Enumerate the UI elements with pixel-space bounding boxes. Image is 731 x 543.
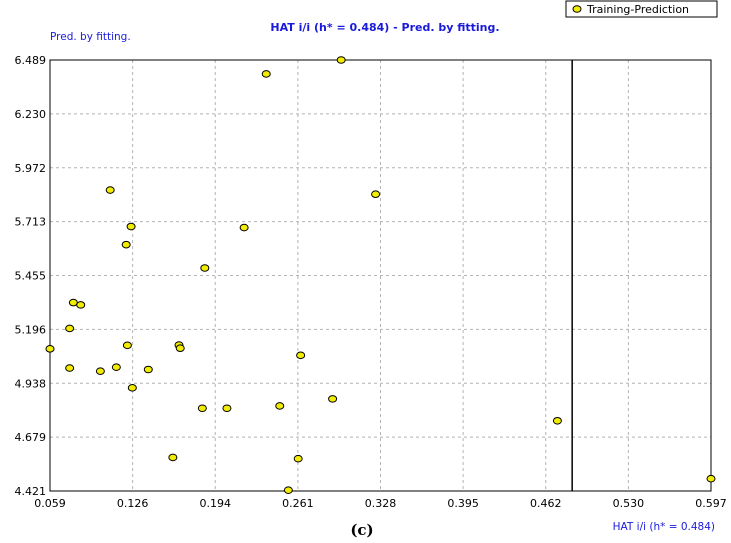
data-point (68, 298, 78, 307)
figure-caption: (c) (350, 521, 373, 539)
data-point (222, 404, 232, 413)
data-point (336, 56, 346, 64)
x-tick-labels: 0.059 0.126 0.194 0.261 0.328 0.395 0.462 0.530… (34, 497, 727, 510)
x-tick-label: 0.261 (282, 497, 314, 510)
data-point (127, 384, 137, 392)
x-tick-label: 0.328 (365, 497, 397, 510)
data-point (197, 404, 207, 413)
data-points (45, 56, 716, 494)
data-point (121, 240, 131, 249)
data-point (328, 395, 338, 403)
data-point (552, 416, 562, 425)
y-tick-label: 4.679 (15, 431, 47, 444)
data-point (95, 367, 105, 375)
y-tick-label: 5.196 (15, 323, 47, 336)
y-axis-label: Pred. by fitting. (50, 31, 131, 43)
y-tick-label: 4.421 (15, 485, 47, 498)
data-point (706, 474, 716, 483)
data-point (296, 351, 306, 360)
x-tick-label: 0.194 (200, 497, 232, 510)
y-tick-label: 6.230 (15, 108, 47, 121)
y-tick-label: 6.489 (15, 54, 47, 67)
data-point (122, 341, 132, 350)
x-tick-label: 0.597 (695, 497, 727, 510)
data-point (168, 453, 178, 462)
y-tick-labels: 4.421 4.679 4.938 5.196 5.455 5.713 5.972 6.230… (15, 54, 47, 498)
x-tick-label: 0.395 (447, 497, 479, 510)
y-tick-label: 5.972 (15, 162, 47, 175)
data-point (175, 344, 185, 353)
data-point (283, 486, 293, 494)
legend-marker (572, 5, 582, 13)
data-point (200, 264, 210, 272)
data-point (65, 364, 75, 372)
data-point (261, 70, 271, 78)
legend-box (565, 0, 718, 18)
data-point (126, 222, 136, 231)
chart-title: HAT i/i (h* = 0.484) - Pred. by fitting. (270, 21, 499, 34)
x-tick-label: 0.462 (530, 497, 562, 510)
x-tick-label: 0.059 (34, 497, 66, 510)
y-tick-label: 5.713 (15, 216, 47, 229)
y-tick-label: 5.455 (15, 270, 47, 283)
data-point (65, 324, 75, 333)
x-axis-label: HAT i/i (h* = 0.484) (613, 521, 715, 533)
grid-lines (50, 60, 711, 491)
data-point (239, 223, 249, 232)
plot-area-frame (49, 59, 712, 492)
data-point (45, 345, 55, 353)
x-tick-label: 0.530 (613, 497, 645, 510)
data-point (371, 190, 381, 199)
y-tick-label: 4.938 (15, 377, 47, 390)
legend-label: Training-Prediction (586, 3, 689, 16)
data-point (76, 301, 86, 309)
data-point (275, 402, 285, 410)
data-point (111, 363, 121, 372)
data-point (143, 365, 153, 374)
data-point (293, 454, 303, 463)
x-tick-label: 0.126 (117, 497, 149, 510)
legend: Training-Prediction (565, 0, 718, 18)
data-point (105, 186, 115, 194)
